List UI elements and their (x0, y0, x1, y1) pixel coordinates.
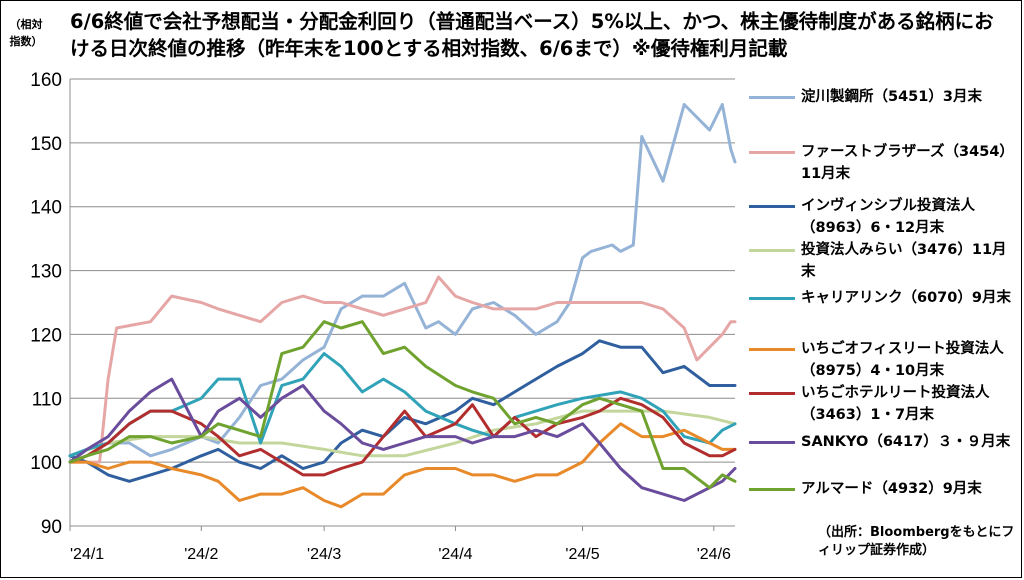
legend-swatch-3 (749, 249, 795, 252)
legend-label-6: いちごホテルリート投資法人（3463）1・7月末 (801, 385, 990, 423)
series-line-6 (68, 396, 737, 477)
source-note: （出所：Bloombergをもとにフィリップ証券作成） (818, 525, 1015, 558)
y-tick-label-6: 150 (30, 134, 62, 155)
y-tick-label-4: 130 (30, 262, 62, 283)
y-tick-label-2: 110 (32, 389, 62, 410)
y-axis-label: （相対指数） (9, 18, 43, 48)
legend-swatch-5 (749, 348, 795, 351)
series-lines (68, 103, 737, 509)
legend-label-2: インヴィンシブル投資法人（8963）6・12月末 (801, 198, 975, 236)
legend-label-4: キャリアリンク（6070）9月末 (801, 290, 1011, 306)
y-tick-label-3: 120 (30, 325, 62, 346)
x-tick-label-3: '24/4 (438, 546, 472, 563)
x-tick-label-4: '24/5 (565, 546, 599, 563)
series-line-3 (68, 409, 737, 458)
legend-swatch-6 (749, 392, 795, 395)
legend-swatch-4 (749, 297, 795, 300)
series-line-1 (68, 275, 737, 464)
series-line-7 (68, 377, 737, 502)
y-tick-label-7: 160 (30, 70, 62, 91)
legend-swatch-1 (749, 151, 795, 154)
legend-label-0: 淀川製鋼所（5451）3月末 (801, 89, 982, 105)
legend-swatch-0 (749, 96, 795, 99)
series-line-8 (68, 320, 737, 490)
series-line-2 (68, 339, 737, 483)
x-tick-label-0: '24/1 (70, 546, 104, 563)
x-tick-label-5: '24/6 (697, 546, 731, 563)
axes (69, 79, 735, 531)
legend-label-3: 投資法人みらい（3476）11月末 (801, 242, 1007, 280)
legend-swatch-8 (749, 488, 795, 491)
legend-label-7: SANKYO（6417）３・９月末 (801, 434, 1011, 450)
legend-swatch-7 (749, 441, 795, 444)
y-tick-label-5: 140 (30, 198, 62, 219)
legend-label-8: アルマード（4932）9月末 (801, 481, 982, 497)
legend-label-1: ファーストブラザーズ（3454）11月末 (801, 144, 1007, 182)
y-tick-label-1: 100 (30, 453, 62, 474)
series-line-4 (68, 352, 737, 458)
legend-label-5: いちごオフィスリート投資法人（8975）4・10月末 (801, 341, 1004, 379)
legend-swatch-2 (749, 205, 795, 208)
chart-title: 6/6終値で会社予想配当・分配金利回り（普通配当ベース）5%以上、かつ、株主優待… (70, 10, 994, 60)
x-tick-label-2: '24/3 (307, 546, 341, 563)
y-tick-label-0: 90 (41, 517, 62, 538)
x-tick-label-1: '24/2 (184, 546, 218, 563)
tick-labels: 90 100 110 120 130 140 150 160 '24/1 '24/2 '24/3 '2… (30, 70, 731, 563)
series-line-5 (68, 422, 737, 509)
